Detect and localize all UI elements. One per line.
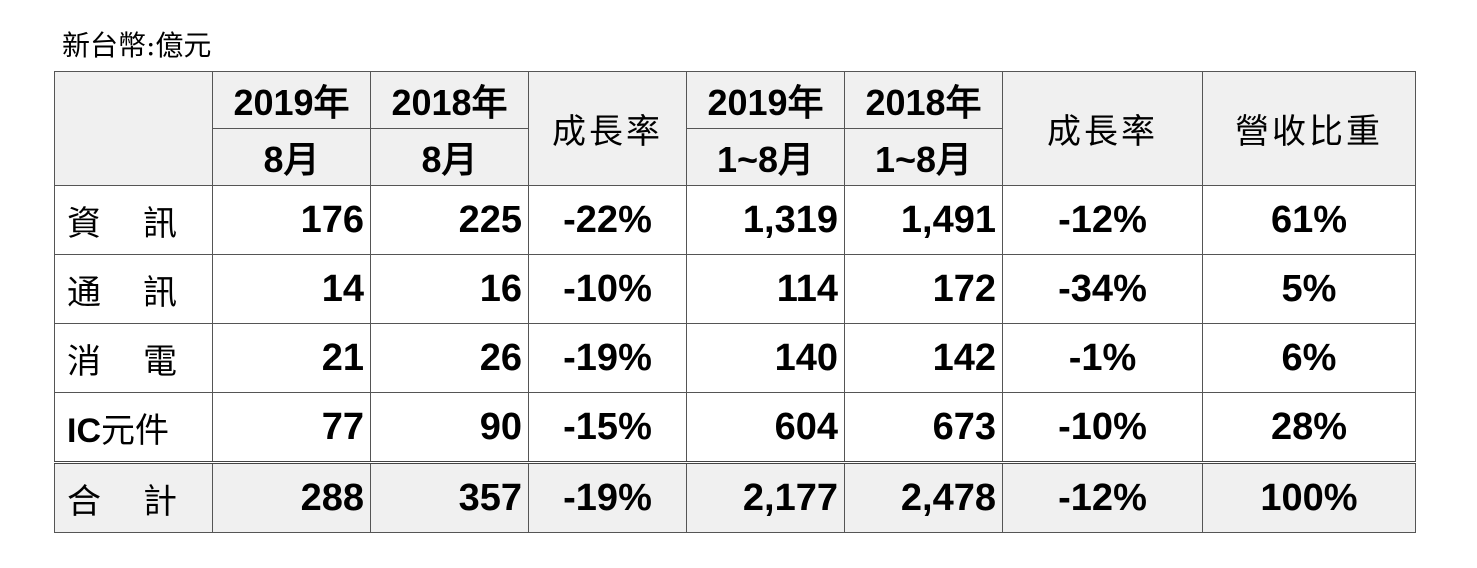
unit-label: 新台幣:億元 [62,29,212,62]
cell-ytd2019: 140 [686,323,845,393]
category-char: 合 [67,481,101,522]
cell-aug-growth: -19% [528,461,687,533]
category-char: 資 [67,203,101,244]
category-char: 訊 [143,203,177,244]
header-row-top: 2019年 2018年 成長率 2019年 2018年 成長率 營收比重 [54,71,1416,186]
table-row-ic: IC元件 77 90 -15% 604 673 -10% 28% [54,392,1416,463]
cell-ytd2018: 2,478 [844,461,1003,533]
header-aug2019-period: 8月 [212,128,371,186]
cell-share: 5% [1202,254,1416,324]
cell-aug2019: 176 [212,185,371,255]
revenue-table: 2019年 2018年 成長率 2019年 2018年 成長率 營收比重 8月 … [54,71,1416,533]
cell-ytd-growth: -1% [1002,323,1203,393]
header-revenue-share: 營收比重 [1202,71,1416,186]
cell-ytd-growth: -12% [1002,461,1203,533]
row-category: 資訊 [54,185,213,255]
cell-ytd2019: 1,319 [686,185,845,255]
header-aug-growth: 成長率 [528,71,687,186]
cell-ytd-growth: -34% [1002,254,1203,324]
cell-ytd2019: 604 [686,392,845,463]
row-category: 消電 [54,323,213,393]
cell-aug2019: 77 [212,392,371,463]
cell-aug-growth: -22% [528,185,687,255]
row-category: 合計 [54,461,213,533]
category-ic-suffix: 元件 [101,410,169,451]
header-ytd-growth: 成長率 [1002,71,1203,186]
header-ytd2019-period: 1~8月 [686,128,845,186]
cell-ytd2018: 172 [844,254,1003,324]
cell-ytd2018: 142 [844,323,1003,393]
cell-ytd-growth: -10% [1002,392,1203,463]
cell-aug2019: 288 [212,461,371,533]
cell-ytd2019: 2,177 [686,461,845,533]
header-row-bottom: 8月 8月 1~8月 1~8月 [55,128,1416,186]
cell-share: 61% [1202,185,1416,255]
cell-aug2018: 225 [370,185,529,255]
header-aug2018-period: 8月 [370,128,529,186]
cell-share: 6% [1202,323,1416,393]
category-char: 計 [143,481,177,522]
header-corner-cell [54,71,213,186]
cell-ytd-growth: -12% [1002,185,1203,255]
header-ytd2019-year: 2019年 [686,71,845,129]
cell-share: 100% [1202,461,1416,533]
table-row-comm: 通訊 14 16 -10% 114 172 -34% 5% [54,254,1416,324]
row-category: 通訊 [54,254,213,324]
cell-aug2018: 26 [370,323,529,393]
header-ytd2018-period: 1~8月 [844,128,1003,186]
row-category: IC元件 [54,392,213,463]
cell-aug-growth: -19% [528,323,687,393]
cell-ytd2019: 114 [686,254,845,324]
cell-aug2018: 16 [370,254,529,324]
header-aug2018-year: 2018年 [370,71,529,129]
cell-ytd2018: 1,491 [844,185,1003,255]
table-row-total: 合計 288 357 -19% 2,177 2,478 -12% 100% [54,461,1416,533]
table-row-consumer: 消電 21 26 -19% 140 142 -1% 6% [54,323,1416,393]
category-char: 消 [67,341,101,382]
category-char: 通 [67,272,101,313]
cell-aug2019: 21 [212,323,371,393]
cell-aug2018: 90 [370,392,529,463]
cell-aug2018: 357 [370,461,529,533]
cell-aug2019: 14 [212,254,371,324]
header-aug2019-year: 2019年 [212,71,371,129]
cell-ytd2018: 673 [844,392,1003,463]
cell-aug-growth: -15% [528,392,687,463]
category-char: 電 [143,341,177,382]
cell-share: 28% [1202,392,1416,463]
cell-aug-growth: -10% [528,254,687,324]
header-ytd2018-year: 2018年 [844,71,1003,129]
table-row-info: 資訊 176 225 -22% 1,319 1,491 -12% 61% [54,185,1416,255]
category-ic-prefix: IC [67,411,101,450]
category-char: 訊 [143,272,177,313]
